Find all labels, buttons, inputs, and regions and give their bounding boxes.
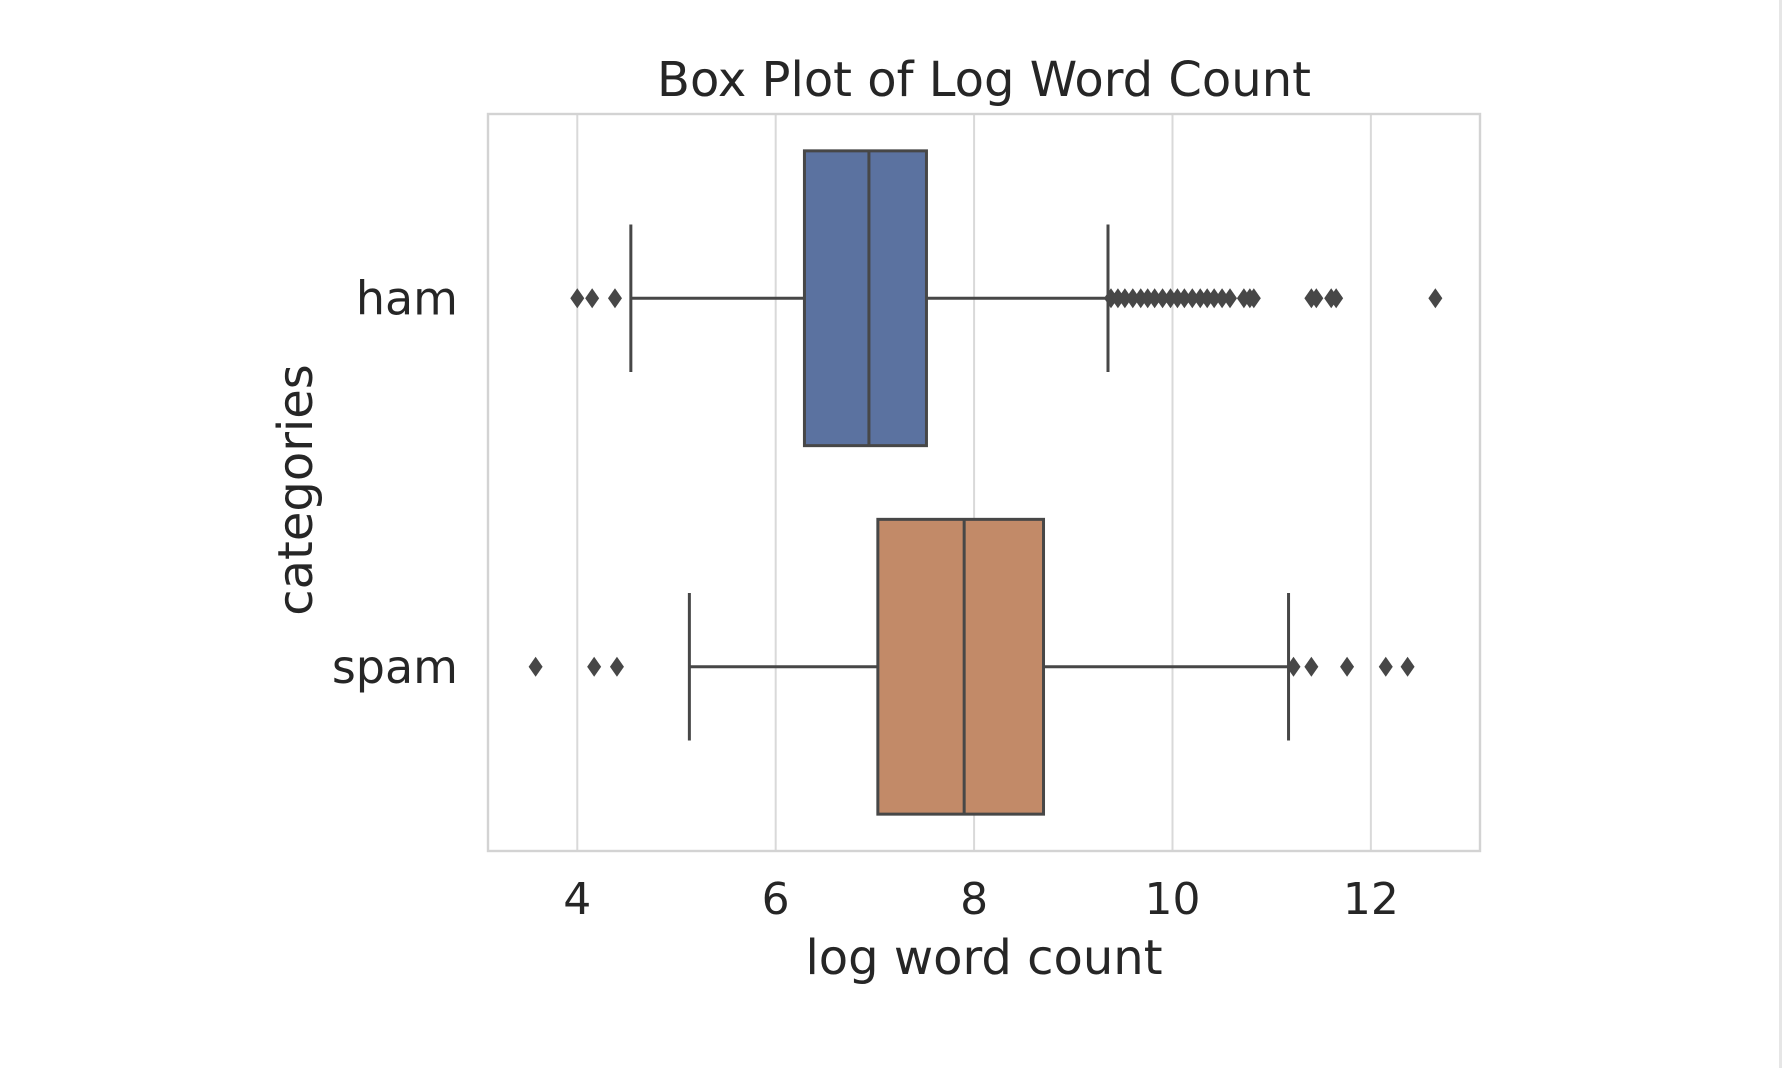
x-tick-label: 4 — [563, 874, 591, 925]
right-edge-border — [1779, 0, 1782, 1068]
outlier-point — [1286, 656, 1301, 677]
outlier-point — [1378, 656, 1393, 677]
x-tick-labels: 4 6 8 10 12 — [563, 874, 1399, 925]
x-axis-label: log word count — [805, 930, 1162, 986]
outlier-point — [1428, 288, 1443, 309]
outlier-point — [1215, 288, 1230, 309]
outlier-point — [1117, 288, 1132, 309]
x-tick-label: 6 — [762, 874, 790, 925]
outlier-point — [585, 288, 600, 309]
x-grid-lines — [576, 114, 1372, 851]
outlier-point — [1400, 656, 1415, 677]
outlier-point — [1309, 288, 1324, 309]
outlier-point — [1155, 288, 1170, 309]
outlier-point — [1329, 288, 1344, 309]
outlier-point — [587, 656, 602, 677]
plot-frame — [486, 112, 1482, 853]
boxes-layer — [528, 149, 1443, 816]
x-tick-label: 8 — [960, 874, 988, 925]
x-tick-label: 12 — [1343, 874, 1399, 925]
outlier-point — [1147, 288, 1162, 309]
iqr-box — [876, 517, 1046, 816]
category-label: spam — [332, 640, 458, 694]
outlier-point — [607, 288, 622, 309]
outlier-point — [1304, 656, 1319, 677]
outlier-point — [1246, 288, 1261, 309]
outlier-point — [570, 288, 585, 309]
outlier-point — [1207, 288, 1222, 309]
iqr-box — [802, 149, 928, 448]
outlier-point — [1340, 656, 1355, 677]
outlier-point — [1223, 288, 1238, 309]
y-axis-label: categories — [268, 364, 324, 616]
box-ham — [570, 149, 1443, 448]
category-labels: ham spam — [332, 271, 458, 694]
outlier-point — [528, 656, 543, 677]
box-spam — [528, 517, 1415, 816]
outlier-point — [1185, 288, 1200, 309]
x-tick-label: 10 — [1144, 874, 1200, 925]
outlier-point — [1177, 288, 1192, 309]
category-label: ham — [356, 271, 458, 325]
chart-title: Box Plot of Log Word Count — [657, 52, 1311, 108]
outlier-point — [609, 656, 624, 677]
outlier-point — [1125, 288, 1140, 309]
